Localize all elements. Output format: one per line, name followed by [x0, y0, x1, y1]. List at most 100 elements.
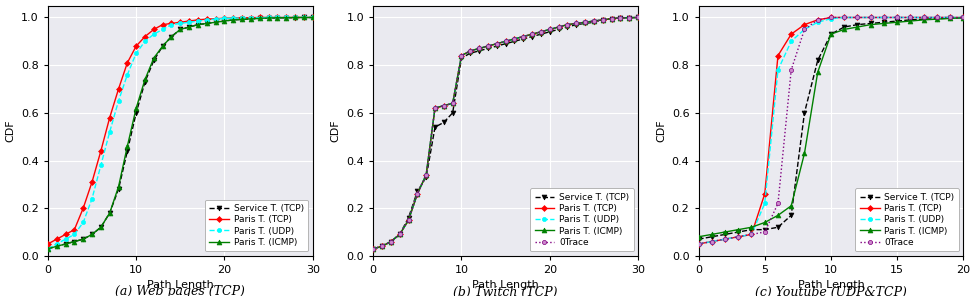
Paris T. (UDP)	[306, 16, 318, 19]
Paris T. (UDP)	[719, 237, 731, 241]
Paris T. (TCP)	[786, 32, 797, 36]
Paris T. (ICMP)	[306, 16, 318, 19]
Service T. (TCP)	[68, 240, 80, 243]
0Trace	[706, 240, 717, 243]
Paris T. (UDP)	[376, 244, 387, 248]
Paris T. (ICMP)	[852, 25, 864, 29]
Paris T. (UDP)	[732, 235, 744, 239]
0Trace	[615, 16, 627, 20]
0Trace	[878, 16, 890, 19]
Paris T. (TCP)	[465, 49, 476, 53]
Service T. (TCP)	[500, 42, 511, 46]
Service T. (TCP)	[192, 23, 204, 26]
Service T. (TCP)	[812, 59, 824, 62]
Paris T. (ICMP)	[732, 228, 744, 231]
Paris T. (TCP)	[263, 16, 274, 19]
Y-axis label: CDF: CDF	[331, 119, 341, 142]
0Trace	[491, 42, 503, 46]
Paris T. (TCP)	[236, 16, 248, 20]
Paris T. (TCP)	[289, 16, 301, 19]
Service T. (TCP)	[632, 16, 644, 19]
Paris T. (UDP)	[438, 104, 450, 107]
Service T. (TCP)	[465, 52, 476, 55]
Paris T. (ICMP)	[945, 17, 956, 20]
Paris T. (UDP)	[606, 17, 618, 20]
Paris T. (ICMP)	[693, 235, 705, 239]
Paris T. (UDP)	[254, 16, 265, 20]
Paris T. (ICMP)	[570, 22, 582, 25]
Service T. (TCP)	[624, 16, 635, 20]
Paris T. (UDP)	[526, 32, 538, 36]
Line: Paris T. (ICMP): Paris T. (ICMP)	[696, 15, 966, 239]
Service T. (TCP)	[403, 216, 415, 220]
Paris T. (ICMP)	[201, 22, 213, 25]
Paris T. (ICMP)	[166, 35, 178, 38]
Paris T. (TCP)	[570, 22, 582, 25]
Service T. (TCP)	[86, 233, 98, 236]
Paris T. (ICMP)	[615, 16, 627, 20]
Service T. (TCP)	[508, 40, 520, 43]
Line: Service T. (TCP): Service T. (TCP)	[371, 15, 640, 251]
Paris T. (UDP)	[570, 22, 582, 25]
Paris T. (TCP)	[201, 17, 213, 21]
Service T. (TCP)	[166, 35, 178, 38]
Text: (b) Twitch (TCP): (b) Twitch (TCP)	[454, 285, 558, 296]
Paris T. (ICMP)	[95, 226, 106, 229]
Paris T. (TCP)	[140, 35, 151, 38]
Paris T. (TCP)	[227, 16, 239, 20]
Paris T. (TCP)	[280, 16, 292, 19]
0Trace	[394, 233, 406, 236]
Service T. (TCP)	[148, 59, 160, 62]
Service T. (TCP)	[597, 18, 609, 22]
Paris T. (ICMP)	[838, 28, 850, 31]
Paris T. (UDP)	[166, 23, 178, 26]
Paris T. (TCP)	[77, 206, 89, 210]
Paris T. (ICMP)	[148, 56, 160, 60]
Paris T. (UDP)	[552, 25, 564, 29]
Paris T. (TCP)	[112, 87, 124, 91]
Paris T. (UDP)	[865, 16, 876, 19]
0Trace	[719, 237, 731, 241]
Service T. (TCP)	[589, 20, 600, 24]
Paris T. (ICMP)	[394, 233, 406, 236]
0Trace	[561, 23, 573, 26]
Paris T. (TCP)	[632, 16, 644, 19]
0Trace	[693, 242, 705, 246]
0Trace	[597, 18, 609, 22]
Service T. (TCP)	[112, 187, 124, 191]
0Trace	[447, 102, 459, 105]
Service T. (TCP)	[838, 25, 850, 29]
Paris T. (TCP)	[271, 16, 283, 19]
Paris T. (UDP)	[561, 23, 573, 26]
Paris T. (UDP)	[245, 16, 257, 20]
0Trace	[812, 18, 824, 22]
0Trace	[456, 54, 468, 57]
Paris T. (ICMP)	[192, 23, 204, 26]
Paris T. (ICMP)	[219, 19, 230, 23]
Paris T. (UDP)	[227, 16, 239, 20]
Paris T. (UDP)	[263, 16, 274, 19]
Service T. (TCP)	[579, 22, 590, 25]
Paris T. (UDP)	[456, 54, 468, 57]
Y-axis label: CDF: CDF	[6, 119, 16, 142]
0Trace	[376, 244, 387, 248]
Paris T. (TCP)	[693, 242, 705, 246]
0Trace	[500, 40, 511, 43]
0Trace	[759, 230, 771, 234]
0Trace	[931, 16, 943, 19]
Paris T. (ICMP)	[421, 173, 432, 177]
Paris T. (ICMP)	[812, 70, 824, 74]
Paris T. (UDP)	[201, 18, 213, 22]
Service T. (TCP)	[60, 242, 71, 246]
Service T. (TCP)	[210, 20, 222, 24]
Paris T. (ICMP)	[456, 54, 468, 57]
Paris T. (UDP)	[192, 19, 204, 23]
Paris T. (TCP)	[219, 16, 230, 20]
Paris T. (TCP)	[891, 16, 903, 19]
Paris T. (TCP)	[945, 16, 956, 19]
Service T. (TCP)	[306, 16, 318, 19]
0Trace	[606, 17, 618, 20]
Service T. (TCP)	[852, 23, 864, 26]
Paris T. (UDP)	[589, 19, 600, 23]
Paris T. (TCP)	[95, 149, 106, 153]
